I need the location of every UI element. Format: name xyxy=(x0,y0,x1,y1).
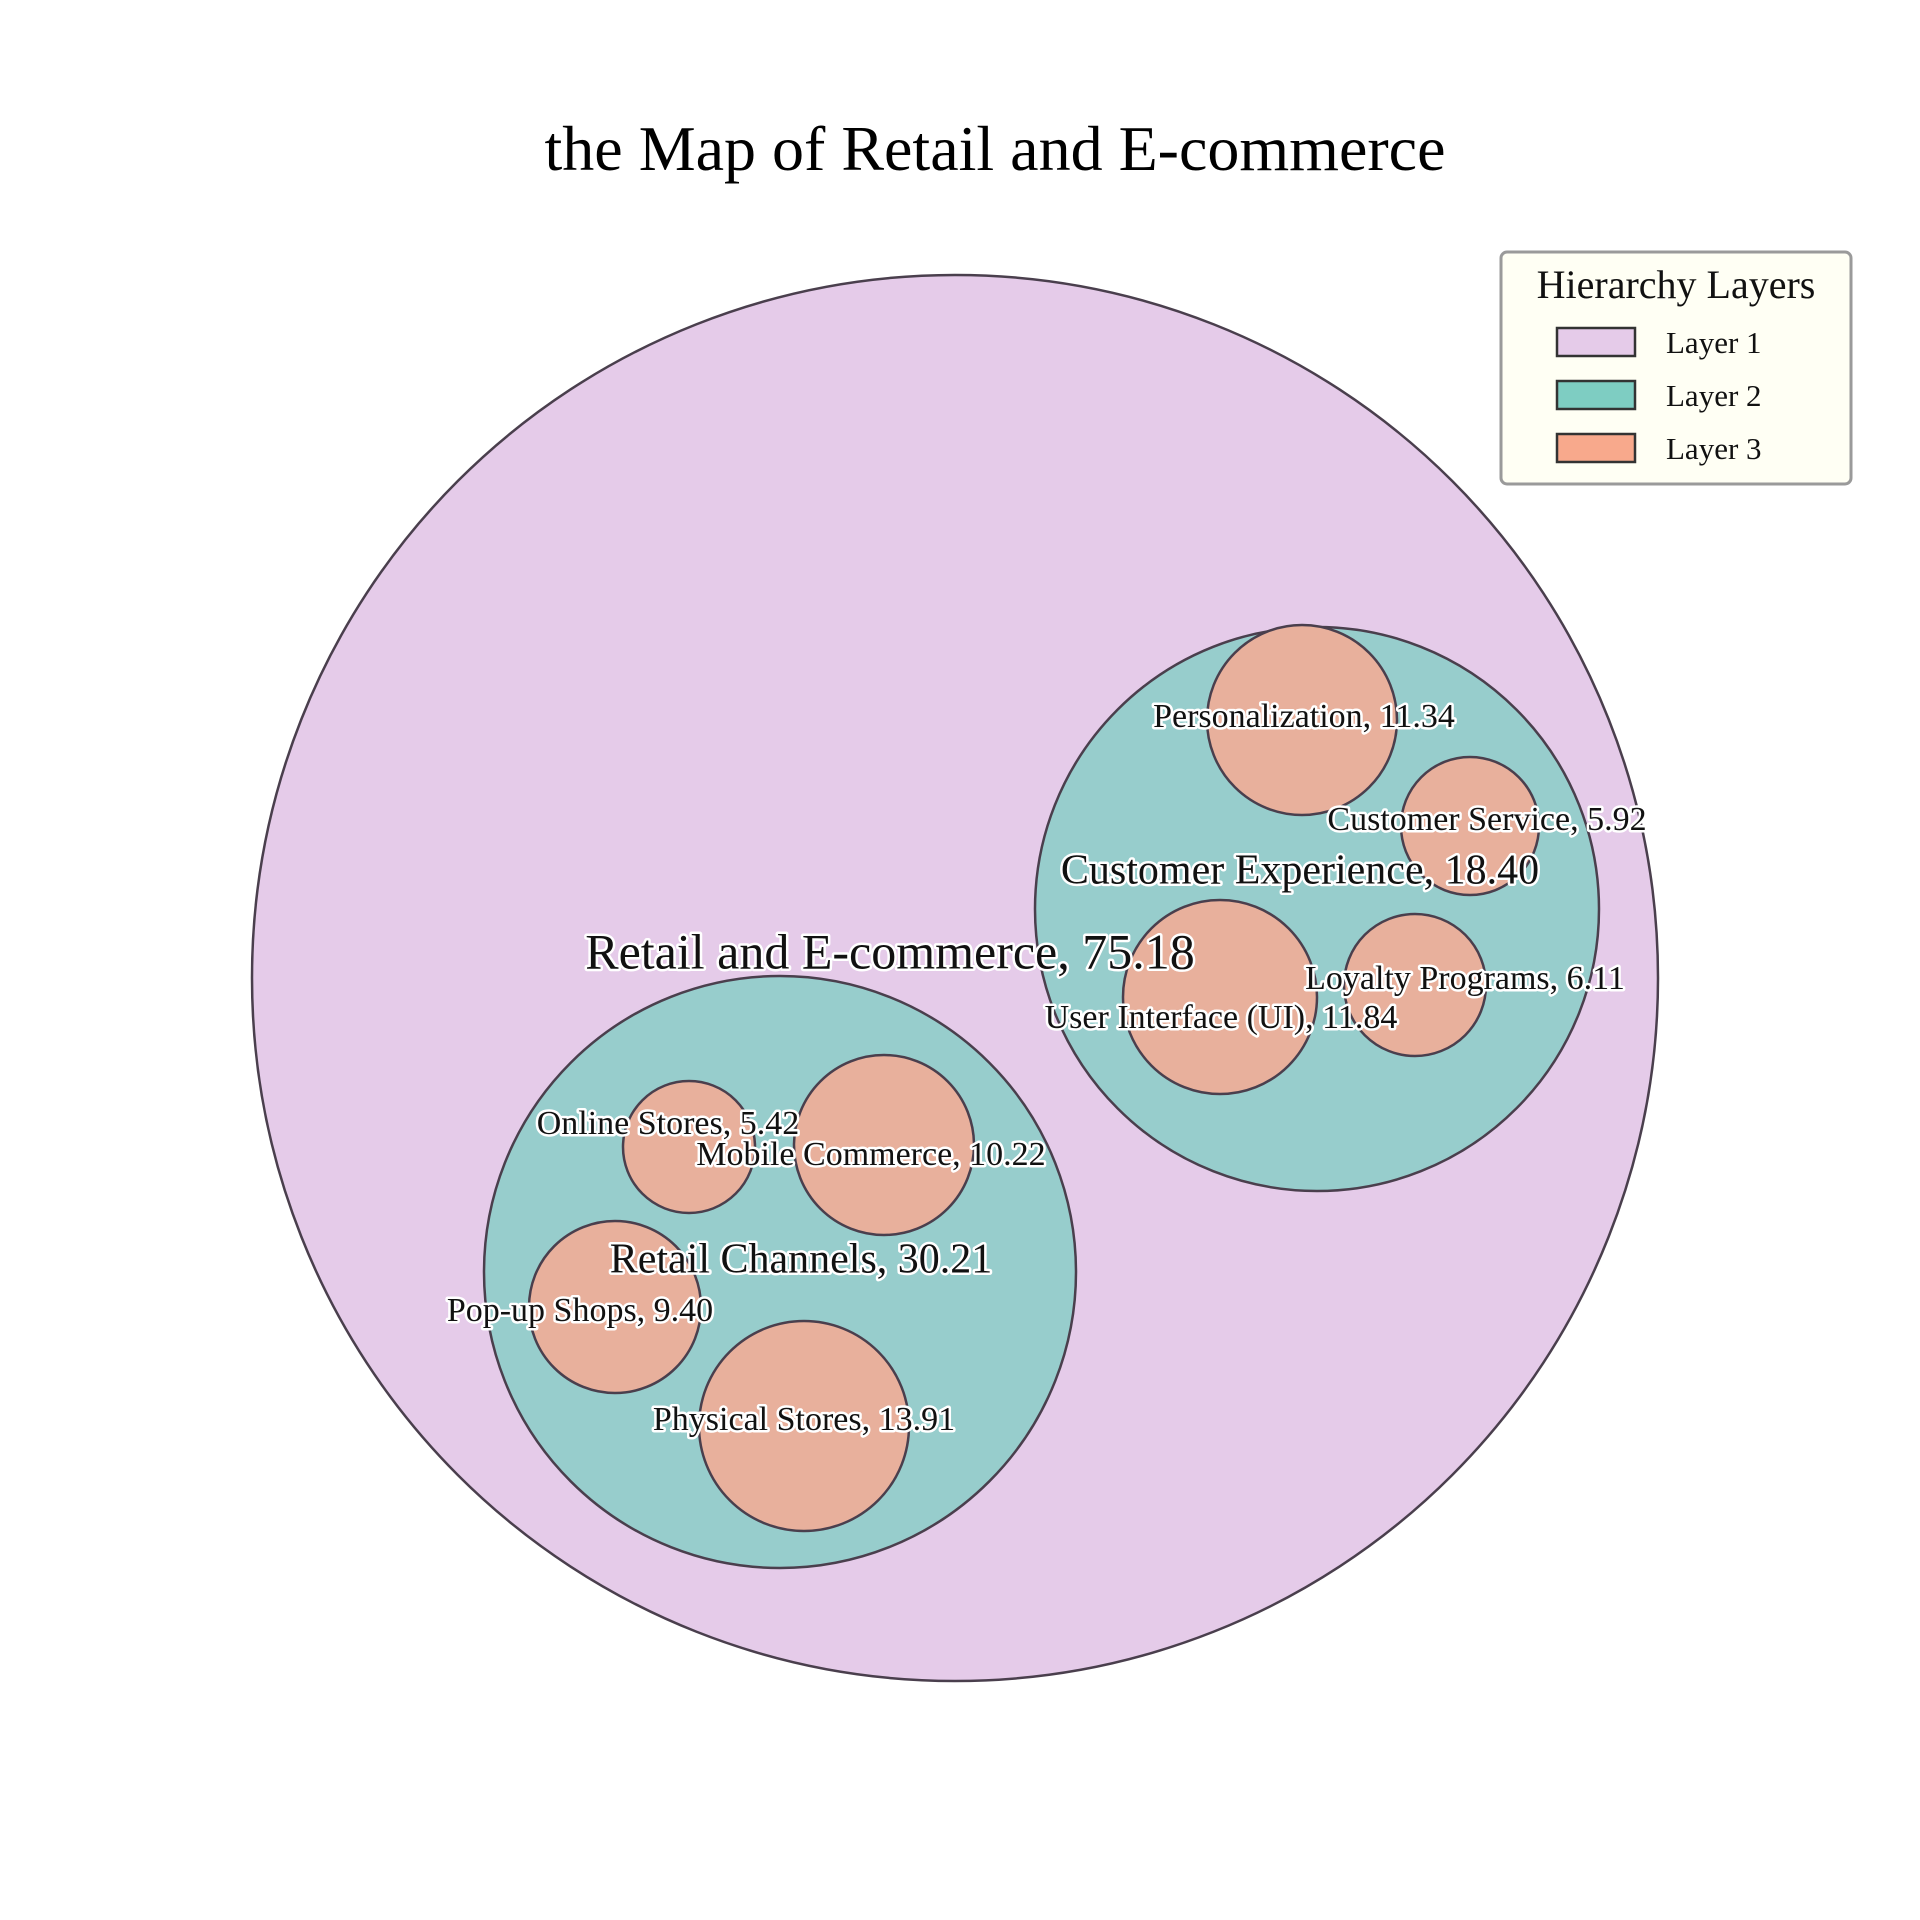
label-pop-up-shops: Pop-up Shops, 9.40 xyxy=(447,1292,713,1329)
legend-items: Layer 1 Layer 2 Layer 3 xyxy=(1555,325,1762,466)
legend-swatch-layer-1 xyxy=(1555,326,1637,358)
legend-swatch-layer-3 xyxy=(1555,432,1637,464)
label-loyalty-programs: Loyalty Programs, 6.11 xyxy=(1305,960,1625,997)
legend-label-layer-1: Layer 1 xyxy=(1666,325,1762,360)
label-mobile-commerce: Mobile Commerce, 10.22 xyxy=(696,1136,1045,1173)
circle-personalization xyxy=(1205,623,1399,817)
legend-label-layer-2: Layer 2 xyxy=(1666,378,1762,413)
label-customer-service: Customer Service, 5.92 xyxy=(1327,801,1646,838)
legend: Hierarchy Layers Layer 1 Layer 2 Layer 3 xyxy=(1499,250,1853,486)
circle-physical-stores xyxy=(697,1319,911,1533)
circle-pop-up-shops xyxy=(527,1219,703,1395)
circle-user-interface-ui xyxy=(1121,898,1319,1096)
label-online-stores: Online Stores, 5.42 xyxy=(537,1105,800,1142)
circle-mobile-commerce xyxy=(792,1053,976,1237)
circle-layer xyxy=(250,273,1660,1683)
circle-online-stores xyxy=(621,1079,757,1215)
circle-loyalty-programs xyxy=(1342,912,1488,1058)
legend-swatch-layer-2 xyxy=(1555,379,1637,411)
label-personalization: Personalization, 11.34 xyxy=(1153,698,1455,735)
legend-title: Hierarchy Layers xyxy=(1537,262,1816,307)
label-customer-experience: Customer Experience, 18.40 xyxy=(1061,848,1539,894)
label-physical-stores: Physical Stores, 13.91 xyxy=(653,1401,955,1438)
chart-title: the Map of Retail and E-commerce xyxy=(545,113,1446,184)
legend-label-layer-3: Layer 3 xyxy=(1666,431,1762,466)
legend-box xyxy=(1499,250,1853,486)
label-retail-and-e-commerce: Retail and E-commerce, 75.18 xyxy=(585,923,1195,979)
circle-customer-service xyxy=(1399,755,1541,897)
label-layer: Retail and E-commerce, 75.18 Retail Chann… xyxy=(444,695,1649,1440)
label-user-interface-ui: User Interface (UI), 11.84 xyxy=(1045,999,1398,1036)
label-retail-channels: Retail Channels, 30.21 xyxy=(610,1237,993,1283)
